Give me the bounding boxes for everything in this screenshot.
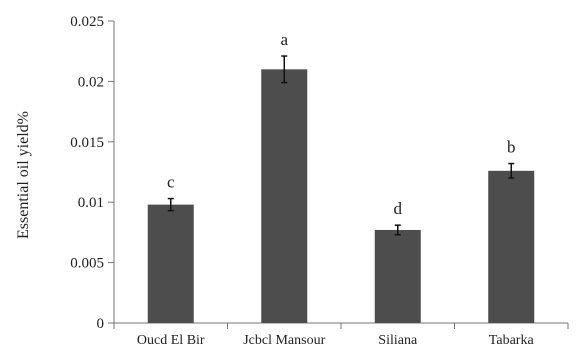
significance-letter: a [280,30,288,49]
y-tick-label: 0.01 [78,195,104,211]
significance-letter: d [394,199,403,218]
category-label: Oucd El Bir [137,333,205,348]
y-tick-label: 0.005 [70,256,104,272]
bar [374,229,421,323]
bar [147,204,194,323]
bars [147,69,535,323]
bar [488,170,535,323]
y-tick-label: 0.02 [78,74,104,90]
significance-letter: b [507,138,516,157]
category-label: Siliana [378,333,418,348]
significance-letter: c [167,173,175,192]
y-axis-label: Essential oil yield% [15,111,32,239]
bar [261,69,308,323]
category-label: Jcbcl Mansour [243,333,325,348]
y-tick-label: 0.025 [70,14,104,30]
x-axis [113,322,569,329]
y-axis: 0 0.005 0.01 0.015 0.02 0.025 [70,14,115,332]
significance-letters: c a d b [167,30,516,218]
y-tick-label: 0.015 [70,135,104,151]
error-bars [167,55,515,236]
y-tick-label: 0 [97,316,105,332]
category-labels: Oucd El Bir Jcbcl Mansour Siliana Tabarka [137,333,535,348]
category-label: Tabarka [489,333,535,348]
